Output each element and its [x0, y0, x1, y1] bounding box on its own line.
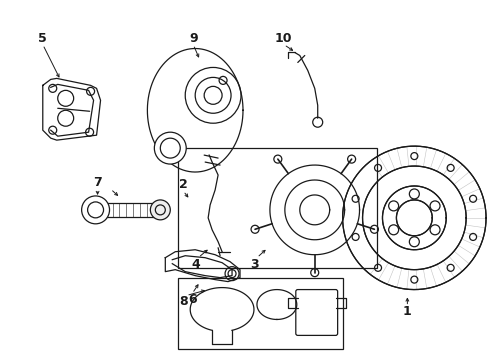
Circle shape [150, 200, 170, 220]
Circle shape [154, 132, 186, 164]
Bar [178, 278, 342, 349]
FancyBboxPatch shape [295, 289, 337, 336]
Bar [178, 148, 377, 268]
Text: 1: 1 [402, 305, 411, 318]
Text: 8: 8 [179, 295, 187, 308]
Text: 9: 9 [188, 32, 197, 45]
Text: 6: 6 [187, 293, 196, 306]
Circle shape [81, 196, 109, 224]
Text: 3: 3 [250, 258, 259, 271]
Text: 7: 7 [93, 176, 102, 189]
Text: 10: 10 [274, 32, 291, 45]
Bar [95, 203, 160, 217]
Text: 4: 4 [191, 258, 200, 271]
Text: 5: 5 [39, 32, 47, 45]
Text: 2: 2 [179, 179, 187, 192]
